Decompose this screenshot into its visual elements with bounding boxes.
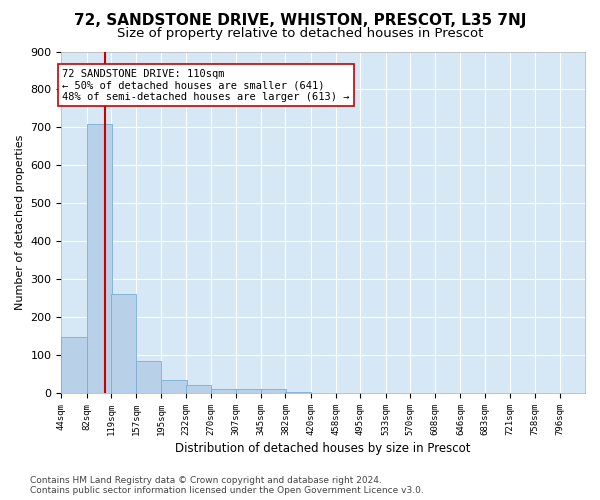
Bar xyxy=(136,361,161,393)
Y-axis label: Number of detached properties: Number of detached properties xyxy=(15,134,25,310)
Bar xyxy=(211,388,236,393)
Bar xyxy=(161,380,187,393)
Text: Size of property relative to detached houses in Prescot: Size of property relative to detached ho… xyxy=(117,28,483,40)
Text: 72 SANDSTONE DRIVE: 110sqm
← 50% of detached houses are smaller (641)
48% of sem: 72 SANDSTONE DRIVE: 110sqm ← 50% of deta… xyxy=(62,68,350,102)
Bar xyxy=(86,124,112,393)
Bar xyxy=(111,294,136,393)
Bar xyxy=(286,392,311,393)
X-axis label: Distribution of detached houses by size in Prescot: Distribution of detached houses by size … xyxy=(175,442,471,455)
Bar xyxy=(261,390,286,393)
Bar xyxy=(186,386,211,393)
Bar xyxy=(236,388,261,393)
Bar xyxy=(61,337,86,393)
Text: Contains HM Land Registry data © Crown copyright and database right 2024.
Contai: Contains HM Land Registry data © Crown c… xyxy=(30,476,424,495)
Text: 72, SANDSTONE DRIVE, WHISTON, PRESCOT, L35 7NJ: 72, SANDSTONE DRIVE, WHISTON, PRESCOT, L… xyxy=(74,12,526,28)
